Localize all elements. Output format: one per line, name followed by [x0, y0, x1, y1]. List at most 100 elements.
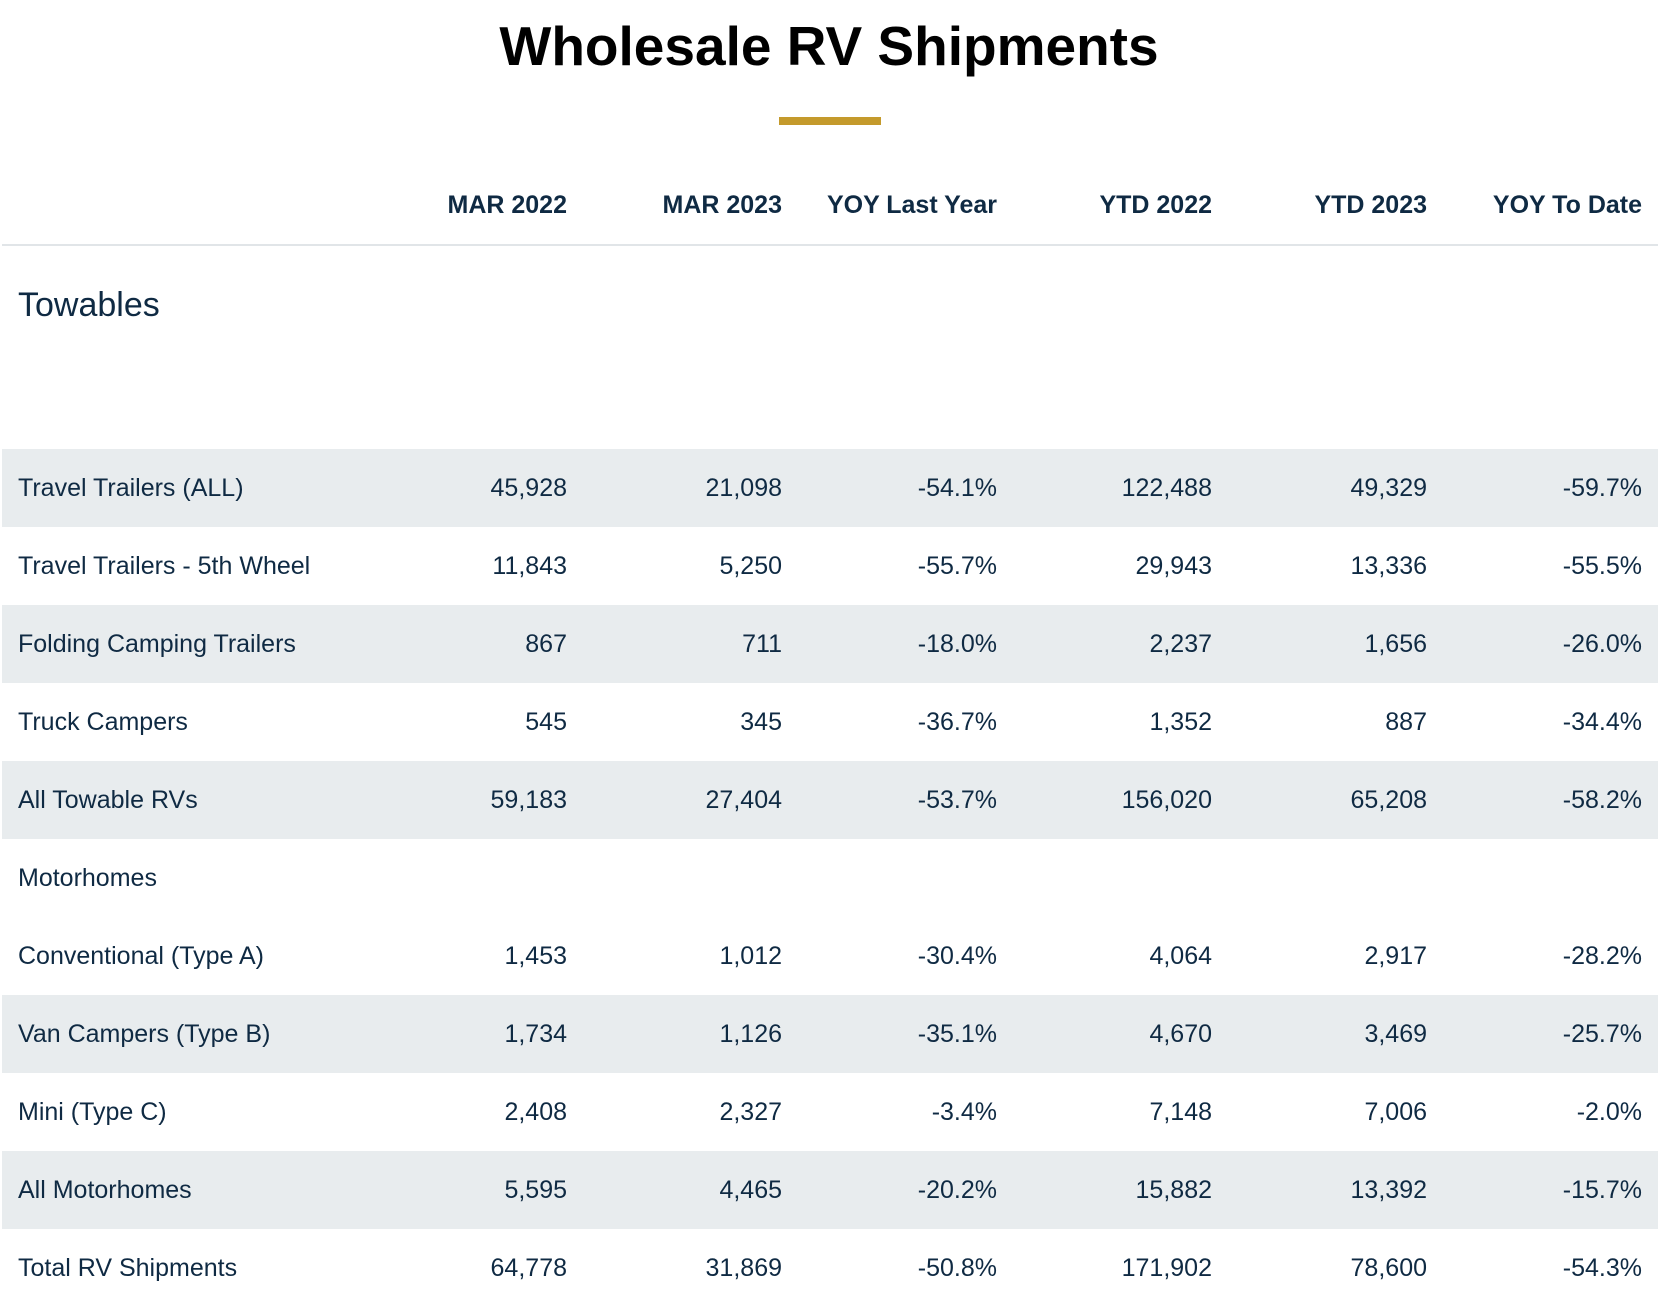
cell-mar-2023: 27,404: [584, 761, 799, 839]
cell-yoy-last-year: -55.7%: [917, 551, 997, 580]
row-label: All Towable RVs: [2, 761, 369, 839]
cell-mar-2023: 2,327: [719, 1097, 782, 1126]
cell-ytd-2023: 887: [1385, 707, 1427, 736]
table-row: Travel Trailers - 5th Wheel 11,843 5,250 -5…: [2, 527, 1658, 605]
cell-mar-2023: 31,869: [705, 1253, 782, 1282]
cell-ytd-2023: 3,469: [1229, 995, 1444, 1073]
cell-ytd-2022: 1,352: [1149, 707, 1212, 736]
table-header-row: MAR 2022 MAR 2023 YOY Last Year YTD 2022…: [2, 166, 1658, 246]
cell-yoy-last-year: [799, 245, 1014, 449]
column-header-yoy-last-year: YOY Last Year: [799, 166, 1014, 246]
table-row: Travel Trailers (ALL) 45,928 21,098 -54.1% 1…: [2, 449, 1658, 527]
cell-ytd-2023: 65,208: [1229, 761, 1444, 839]
cell-mar-2023: 4,465: [584, 1151, 799, 1229]
cell-ytd-2023: [1229, 839, 1444, 917]
cell-yoy-to-date: -28.2%: [1562, 941, 1642, 970]
cell-yoy-to-date: -58.2%: [1444, 761, 1658, 839]
table-row: Truck Campers 545 345 -36.7% 1,352 887 -34.4%: [2, 683, 1658, 761]
cell-mar-2023: 345: [740, 707, 782, 736]
cell-yoy-last-year: -18.0%: [799, 605, 1014, 683]
column-header-label: [2, 166, 369, 246]
table-row: Total RV Shipments 64,778 31,869 -50.8% 171,…: [2, 1229, 1658, 1307]
cell-mar-2022: 5,595: [369, 1151, 584, 1229]
page-title: Wholesale RV Shipments: [499, 15, 1159, 77]
cell-ytd-2022: 29,943: [1135, 551, 1212, 580]
cell-mar-2022: 867: [369, 605, 584, 683]
cell-ytd-2022: 156,020: [1014, 761, 1229, 839]
cell-yoy-last-year: -50.8%: [917, 1253, 997, 1282]
cell-mar-2023: 711: [584, 605, 799, 683]
cell-yoy-last-year: -53.7%: [799, 761, 1014, 839]
cell-ytd-2023: 13,336: [1350, 551, 1427, 580]
cell-yoy-last-year: -54.1%: [799, 449, 1014, 527]
cell-mar-2022: 545: [525, 707, 567, 736]
cell-mar-2023: 1,012: [719, 941, 782, 970]
row-label: Conventional (Type A): [18, 941, 264, 970]
cell-mar-2022: 59,183: [369, 761, 584, 839]
cell-yoy-last-year: -36.7%: [917, 707, 997, 736]
cell-mar-2023: [584, 839, 799, 917]
table-row: Mini (Type C) 2,408 2,327 -3.4% 7,148 7,006 -2…: [2, 1073, 1658, 1151]
cell-mar-2023: 5,250: [719, 551, 782, 580]
row-label: Truck Campers: [18, 707, 188, 736]
cell-mar-2022: [369, 839, 584, 917]
column-header-mar-2022: MAR 2022: [369, 166, 584, 246]
shipments-table-container: MAR 2022 MAR 2023 YOY Last Year YTD 2022…: [2, 166, 1658, 1307]
cell-yoy-to-date: [1444, 839, 1658, 917]
cell-ytd-2023: 13,392: [1229, 1151, 1444, 1229]
cell-mar-2022: 45,928: [369, 449, 584, 527]
cell-yoy-last-year: -35.1%: [799, 995, 1014, 1073]
cell-ytd-2022: 122,488: [1014, 449, 1229, 527]
cell-yoy-last-year: -3.4%: [931, 1097, 997, 1126]
row-label: Van Campers (Type B): [2, 995, 369, 1073]
cell-mar-2022: 11,843: [492, 551, 567, 580]
table-row: Conventional (Type A) 1,453 1,012 -30.4% 4,0…: [2, 917, 1658, 995]
section-header-row: Motorhomes: [2, 839, 1658, 917]
cell-yoy-to-date: -2.0%: [1576, 1097, 1642, 1126]
title-accent-divider: [779, 117, 881, 125]
column-header-ytd-2023: YTD 2023: [1229, 166, 1444, 246]
cell-mar-2023: 1,126: [584, 995, 799, 1073]
cell-yoy-to-date: -26.0%: [1444, 605, 1658, 683]
table-row: Van Campers (Type B) 1,734 1,126 -35.1% 4,67…: [2, 995, 1658, 1073]
cell-yoy-to-date: -25.7%: [1444, 995, 1658, 1073]
cell-ytd-2022: 15,882: [1014, 1151, 1229, 1229]
cell-ytd-2022: 4,064: [1149, 941, 1212, 970]
row-label: Total RV Shipments: [18, 1253, 238, 1282]
cell-ytd-2023: 49,329: [1229, 449, 1444, 527]
cell-ytd-2023: 2,917: [1364, 941, 1427, 970]
table-row: Folding Camping Trailers 867 711 -18.0% 2,23…: [2, 605, 1658, 683]
column-header-ytd-2022: YTD 2022: [1014, 166, 1229, 246]
column-header-mar-2023: MAR 2023: [584, 166, 799, 246]
cell-yoy-to-date: -55.5%: [1562, 551, 1642, 580]
cell-yoy-to-date: -15.7%: [1444, 1151, 1658, 1229]
cell-yoy-last-year: -20.2%: [799, 1151, 1014, 1229]
table-row: All Motorhomes 5,595 4,465 -20.2% 15,882 13,3…: [2, 1151, 1658, 1229]
row-label: Travel Trailers (ALL): [2, 449, 369, 527]
cell-yoy-to-date: -34.4%: [1562, 707, 1642, 736]
shipments-table: MAR 2022 MAR 2023 YOY Last Year YTD 2022…: [2, 166, 1658, 1307]
row-label: All Motorhomes: [2, 1151, 369, 1229]
cell-mar-2022: [369, 245, 584, 449]
cell-ytd-2022: [1014, 245, 1229, 449]
cell-ytd-2022: 7,148: [1149, 1097, 1212, 1126]
row-label: Travel Trailers - 5th Wheel: [18, 551, 311, 580]
cell-mar-2022: 64,778: [490, 1253, 567, 1282]
cell-mar-2022: 1,453: [504, 941, 567, 970]
cell-mar-2022: 2,408: [504, 1097, 567, 1126]
table-body: Towables Travel Trailers (ALL) 45,928 21,09…: [2, 245, 1658, 1307]
cell-ytd-2022: 171,902: [1121, 1253, 1212, 1282]
cell-ytd-2023: 1,656: [1229, 605, 1444, 683]
cell-ytd-2022: 2,237: [1014, 605, 1229, 683]
cell-ytd-2022: [1014, 839, 1229, 917]
table-row: All Towable RVs 59,183 27,404 -53.7% 156,020…: [2, 761, 1658, 839]
cell-yoy-last-year: [799, 839, 1014, 917]
section-header-row: Towables: [2, 245, 1658, 449]
cell-yoy-last-year: -30.4%: [917, 941, 997, 970]
cell-yoy-to-date: -54.3%: [1562, 1253, 1642, 1282]
cell-ytd-2022: 4,670: [1014, 995, 1229, 1073]
cell-ytd-2023: 7,006: [1364, 1097, 1427, 1126]
section-label: Motorhomes: [18, 863, 157, 892]
cell-mar-2022: 1,734: [369, 995, 584, 1073]
cell-mar-2023: 21,098: [584, 449, 799, 527]
